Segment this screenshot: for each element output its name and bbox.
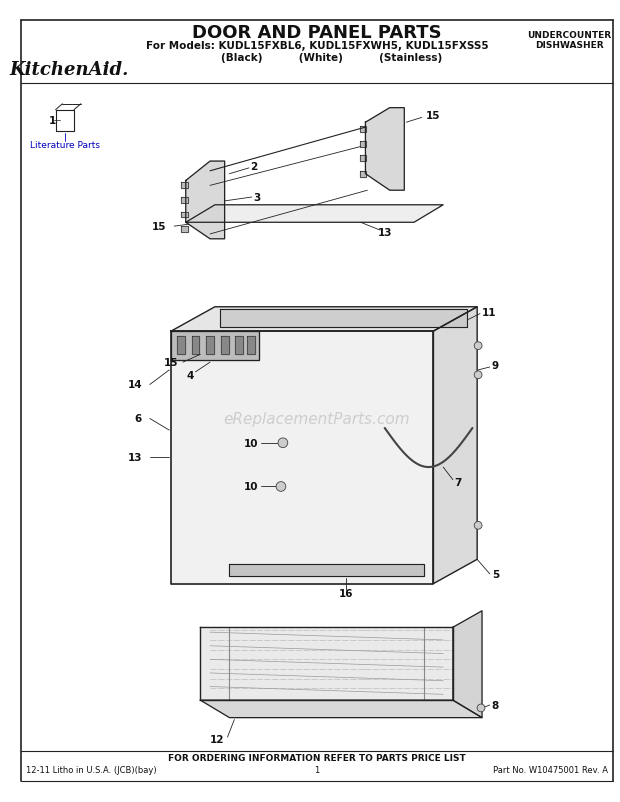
Text: 14: 14 — [128, 380, 142, 390]
Text: FOR ORDERING INFORMATION REFER TO PARTS PRICE LIST: FOR ORDERING INFORMATION REFER TO PARTS … — [168, 753, 466, 762]
Text: 13: 13 — [378, 228, 392, 237]
Text: 3: 3 — [253, 192, 260, 203]
Text: For Models: KUDL15FXBL6, KUDL15FXWH5, KUDL15FXSS5: For Models: KUDL15FXBL6, KUDL15FXWH5, KU… — [146, 42, 488, 51]
Polygon shape — [192, 337, 200, 355]
Polygon shape — [181, 198, 188, 204]
Polygon shape — [360, 141, 366, 148]
Circle shape — [474, 371, 482, 379]
Polygon shape — [453, 611, 482, 718]
Polygon shape — [186, 205, 443, 223]
Polygon shape — [206, 337, 214, 355]
Text: 7: 7 — [454, 477, 461, 487]
Text: DOOR AND PANEL PARTS: DOOR AND PANEL PARTS — [192, 24, 441, 42]
Text: 15: 15 — [153, 222, 167, 232]
Polygon shape — [360, 172, 366, 177]
Polygon shape — [365, 108, 404, 191]
Polygon shape — [229, 565, 423, 576]
Polygon shape — [219, 310, 467, 328]
Text: 9: 9 — [492, 361, 499, 371]
Polygon shape — [181, 213, 188, 218]
Polygon shape — [171, 332, 433, 584]
Circle shape — [278, 439, 288, 448]
Circle shape — [474, 342, 482, 350]
Text: 8: 8 — [492, 700, 499, 710]
Polygon shape — [200, 627, 453, 700]
Circle shape — [276, 482, 286, 492]
Text: 1: 1 — [314, 764, 319, 774]
Text: DISHWASHER: DISHWASHER — [535, 41, 604, 50]
Polygon shape — [171, 332, 259, 361]
Polygon shape — [171, 307, 477, 332]
Text: 10: 10 — [244, 438, 259, 448]
Polygon shape — [360, 127, 366, 133]
Polygon shape — [247, 337, 255, 355]
Text: 11: 11 — [482, 307, 497, 318]
Text: eReplacementParts.com: eReplacementParts.com — [224, 411, 410, 427]
Polygon shape — [177, 337, 185, 355]
Text: UNDERCOUNTER: UNDERCOUNTER — [528, 31, 611, 40]
Text: 5: 5 — [492, 569, 499, 579]
Polygon shape — [221, 337, 229, 355]
Polygon shape — [200, 700, 482, 718]
Text: 13: 13 — [128, 453, 142, 463]
Circle shape — [474, 522, 482, 529]
Polygon shape — [186, 162, 224, 240]
Polygon shape — [360, 156, 366, 162]
Text: 4: 4 — [187, 371, 194, 380]
Polygon shape — [236, 337, 243, 355]
Polygon shape — [181, 227, 188, 233]
Text: 2: 2 — [250, 162, 257, 172]
Text: Literature Parts: Literature Parts — [30, 141, 100, 150]
Text: 1: 1 — [48, 116, 56, 126]
Text: 12: 12 — [210, 734, 224, 744]
Text: 10: 10 — [244, 482, 259, 492]
Text: 12-11 Litho in U.S.A. (JCB)(bay): 12-11 Litho in U.S.A. (JCB)(bay) — [25, 764, 156, 774]
Polygon shape — [433, 307, 477, 584]
Polygon shape — [181, 183, 188, 189]
Text: 16: 16 — [339, 589, 353, 598]
Text: 15: 15 — [426, 111, 441, 121]
Text: KitchenAid.: KitchenAid. — [9, 61, 129, 79]
Text: 6: 6 — [135, 414, 142, 424]
Text: Part No. W10475001 Rev. A: Part No. W10475001 Rev. A — [494, 764, 608, 774]
Text: (Black)          (White)          (Stainless): (Black) (White) (Stainless) — [192, 53, 442, 63]
Text: 15: 15 — [164, 358, 179, 367]
Circle shape — [477, 704, 485, 712]
